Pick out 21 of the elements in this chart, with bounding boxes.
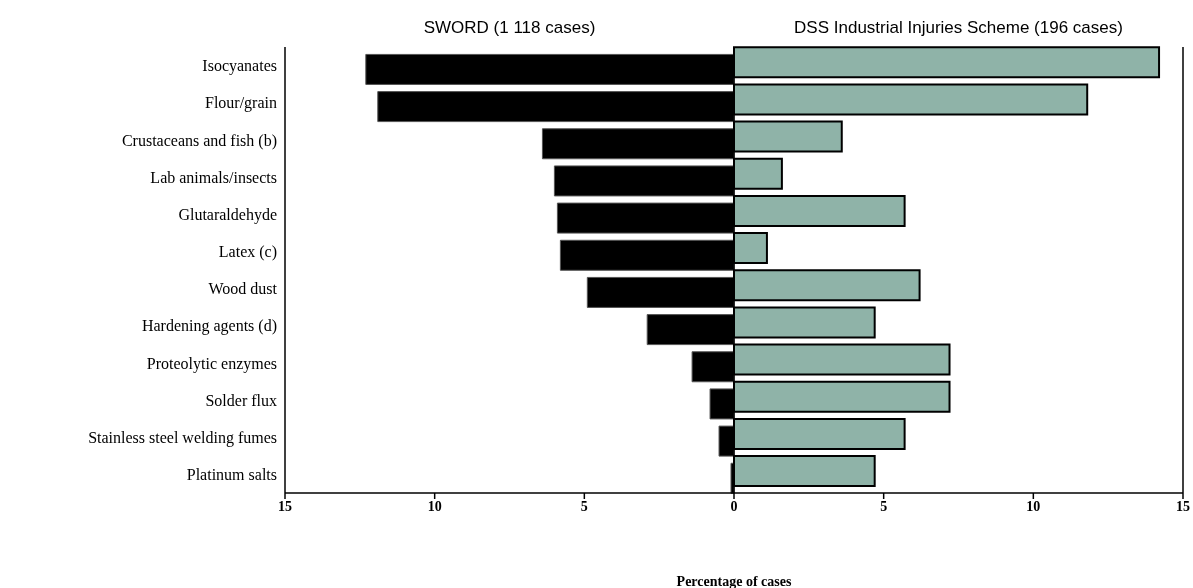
y-tick-label: Platinum salts — [186, 466, 277, 484]
y-tick-label: Stainless steel welding fumes — [88, 428, 277, 447]
y-tick-label: Crustaceans and fish (b) — [121, 131, 277, 150]
series-label: DSS Industrial Injuries Scheme (196 cases) — [794, 18, 1123, 37]
y-tick-label: Isocyanates — [202, 57, 277, 76]
series-label: SWORD (1 118 cases) — [423, 18, 596, 37]
y-tick-label: Wood dust — [208, 280, 278, 298]
y-tick-label: Hardening agents (d) — [141, 317, 277, 336]
y-tick-label: Proteolytic enzymes — [146, 354, 277, 373]
x-tick-label: 15 — [278, 498, 292, 514]
x-tick-label: 5 — [580, 498, 588, 514]
x-tick-label: 10 — [427, 498, 442, 514]
y-tick-label: Lab animals/insects — [150, 168, 277, 186]
x-tick-label: 10 — [1026, 498, 1041, 514]
y-tick-label: Glutaraldehyde — [178, 205, 277, 224]
y-tick-label: Solder flux — [205, 391, 277, 409]
y-tick-label: Flour/grain — [205, 94, 277, 113]
y-tick-label: Latex (c) — [218, 243, 277, 262]
x-tick-label: 0 — [730, 498, 738, 514]
x-tick-label: 5 — [880, 498, 888, 514]
x-tick-label: 15 — [1176, 498, 1190, 514]
